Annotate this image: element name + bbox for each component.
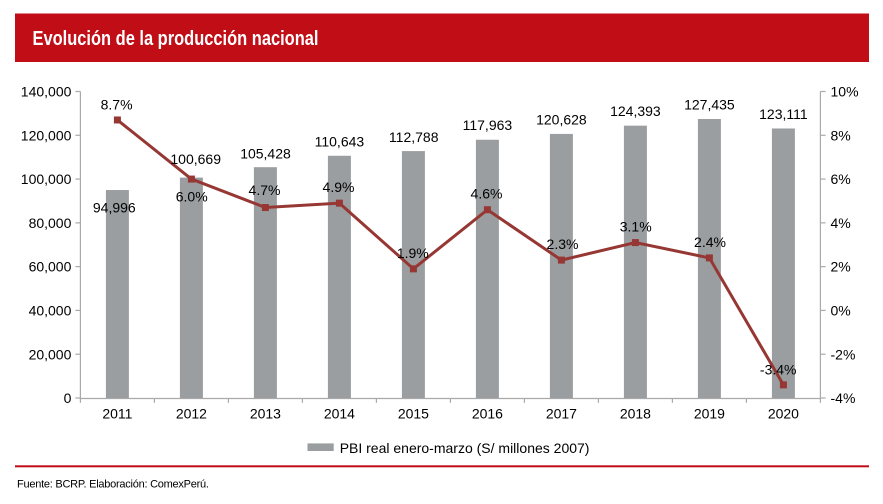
svg-text:2014: 2014 <box>324 406 355 422</box>
svg-text:Evolución de la producción nac: Evolución de la producción nacional <box>33 28 319 50</box>
svg-text:4%: 4% <box>831 215 851 231</box>
svg-text:40,000: 40,000 <box>29 303 72 319</box>
svg-text:4.6%: 4.6% <box>471 186 503 202</box>
svg-text:100,000: 100,000 <box>21 171 72 187</box>
svg-text:123,111: 123,111 <box>759 106 808 122</box>
svg-text:1.9%: 1.9% <box>397 245 429 261</box>
svg-text:112,788: 112,788 <box>389 129 439 145</box>
svg-text:4.9%: 4.9% <box>323 179 355 195</box>
svg-text:PBI real enero-marzo (S/ millo: PBI real enero-marzo (S/ millones 2007) <box>340 440 590 456</box>
svg-text:2020: 2020 <box>768 406 799 422</box>
svg-text:0%: 0% <box>831 303 851 319</box>
svg-text:120,000: 120,000 <box>21 127 72 143</box>
svg-text:60,000: 60,000 <box>29 259 72 275</box>
svg-text:Fuente: BCRP. Elaboración: Com: Fuente: BCRP. Elaboración: ComexPerú. <box>17 478 209 490</box>
svg-text:2019: 2019 <box>694 406 725 422</box>
svg-text:140,000: 140,000 <box>21 84 72 100</box>
svg-text:10%: 10% <box>831 84 859 100</box>
svg-text:2.4%: 2.4% <box>694 234 726 250</box>
svg-text:0: 0 <box>64 390 72 406</box>
svg-text:-3.4%: -3.4% <box>760 362 797 378</box>
svg-text:127,435: 127,435 <box>684 97 735 113</box>
svg-text:2015: 2015 <box>398 406 429 422</box>
svg-text:100,669: 100,669 <box>170 151 221 167</box>
svg-text:2.3%: 2.3% <box>547 236 579 252</box>
svg-text:2016: 2016 <box>472 406 503 422</box>
svg-text:110,643: 110,643 <box>315 133 365 149</box>
svg-text:2011: 2011 <box>102 406 132 422</box>
svg-text:2%: 2% <box>831 259 851 275</box>
svg-text:8.7%: 8.7% <box>101 97 133 113</box>
svg-text:6%: 6% <box>831 171 851 187</box>
svg-text:117,963: 117,963 <box>463 117 513 133</box>
svg-text:-4%: -4% <box>831 390 856 406</box>
svg-text:120,628: 120,628 <box>536 111 587 127</box>
svg-text:-2%: -2% <box>831 346 856 362</box>
svg-text:2012: 2012 <box>176 406 207 422</box>
svg-text:105,428: 105,428 <box>240 145 291 161</box>
svg-text:124,393: 124,393 <box>610 103 661 119</box>
svg-text:4.7%: 4.7% <box>249 182 281 198</box>
svg-text:80,000: 80,000 <box>29 215 72 231</box>
svg-text:2013: 2013 <box>250 406 281 422</box>
svg-text:3.1%: 3.1% <box>620 219 652 235</box>
svg-text:6.0%: 6.0% <box>176 188 208 204</box>
svg-text:2018: 2018 <box>620 406 651 422</box>
svg-text:2017: 2017 <box>546 406 577 422</box>
svg-text:94,996: 94,996 <box>93 199 136 215</box>
svg-text:20,000: 20,000 <box>29 346 72 362</box>
svg-text:8%: 8% <box>831 127 851 143</box>
